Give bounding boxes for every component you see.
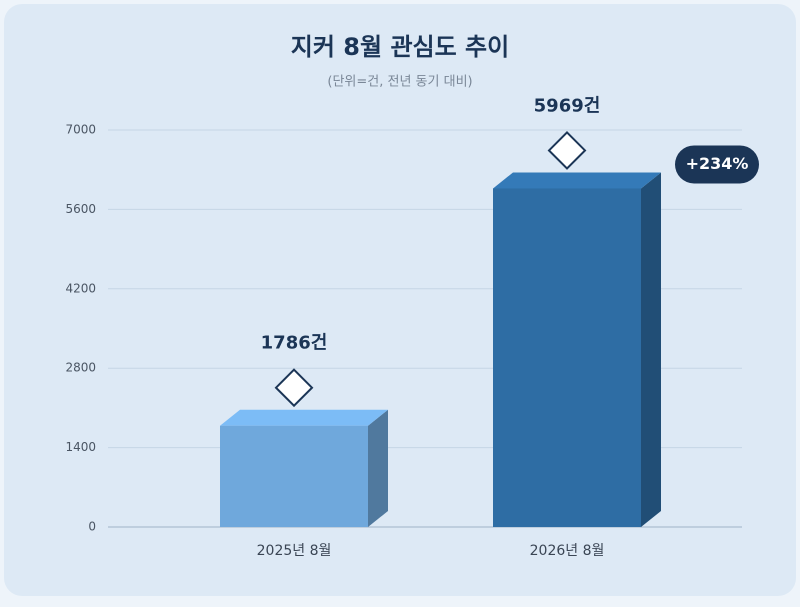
y-tick-label: 0: [88, 520, 96, 534]
x-tick-label: 2026년 8월: [530, 543, 605, 559]
value-label: 5969건: [534, 95, 601, 116]
chart-title: 지커 8월 관심도 추이: [291, 33, 509, 61]
chart-subtitle: (단위=건, 전년 동기 대비): [327, 75, 472, 90]
annotation-pill: [675, 145, 759, 184]
annotation: +234%: [686, 154, 749, 173]
bar-top: [493, 172, 661, 189]
card: [4, 4, 796, 596]
bar-side: [368, 409, 388, 527]
bar-top: [220, 409, 388, 426]
x-tick-label: 2025년 8월: [257, 543, 332, 559]
diamond-marker: [274, 368, 314, 408]
y-tick-label: 1400: [65, 440, 96, 454]
value-label: 1786건: [261, 333, 328, 354]
bar: [220, 425, 368, 527]
y-tick-label: 5600: [65, 202, 96, 216]
bar-side: [641, 172, 661, 528]
y-tick-label: 2800: [65, 361, 96, 375]
y-tick-label: 4200: [65, 281, 96, 295]
diamond-marker: [547, 131, 587, 170]
bar: [493, 188, 641, 528]
y-tick-label: 7000: [65, 123, 96, 137]
